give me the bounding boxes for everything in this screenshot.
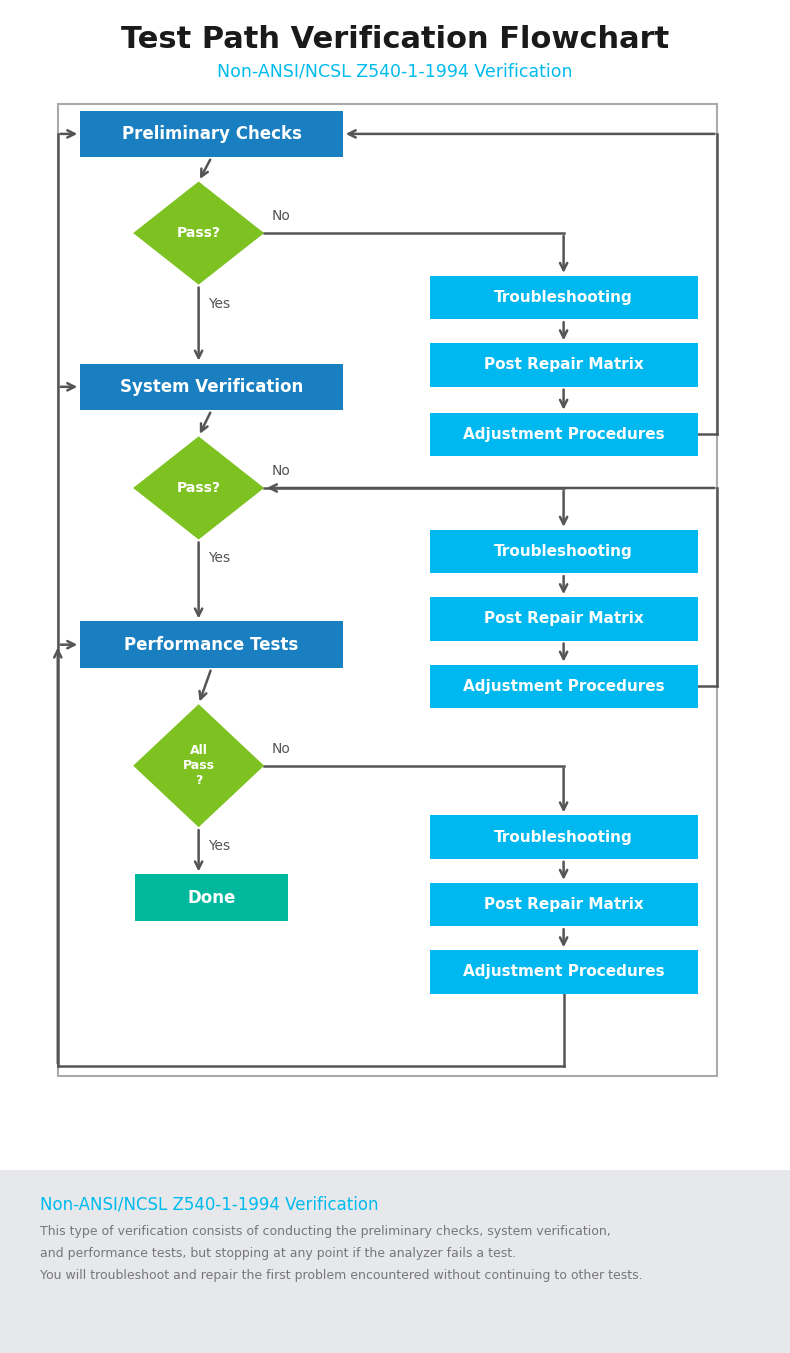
Text: Adjustment Procedures: Adjustment Procedures bbox=[463, 428, 664, 442]
Text: Yes: Yes bbox=[209, 839, 231, 854]
FancyBboxPatch shape bbox=[80, 621, 343, 668]
Text: Pass?: Pass? bbox=[177, 226, 220, 239]
Text: Performance Tests: Performance Tests bbox=[124, 636, 299, 653]
Polygon shape bbox=[134, 437, 264, 540]
Text: You will troubleshoot and repair the first problem encountered without continuin: You will troubleshoot and repair the fir… bbox=[40, 1269, 642, 1283]
Text: Yes: Yes bbox=[209, 296, 231, 311]
Text: and performance tests, but stopping at any point if the analyzer fails a test.: and performance tests, but stopping at a… bbox=[40, 1247, 516, 1260]
FancyBboxPatch shape bbox=[430, 413, 698, 456]
Text: Post Repair Matrix: Post Repair Matrix bbox=[483, 357, 644, 372]
Text: Non-ANSI/NCSL Z540-1-1994 Verification: Non-ANSI/NCSL Z540-1-1994 Verification bbox=[40, 1195, 378, 1214]
FancyBboxPatch shape bbox=[430, 950, 698, 994]
Text: This type of verification consists of conducting the preliminary checks, system : This type of verification consists of co… bbox=[40, 1226, 611, 1238]
FancyBboxPatch shape bbox=[80, 364, 343, 410]
Text: Non-ANSI/NCSL Z540-1-1994 Verification: Non-ANSI/NCSL Z540-1-1994 Verification bbox=[217, 62, 573, 80]
Text: Adjustment Procedures: Adjustment Procedures bbox=[463, 679, 664, 694]
FancyBboxPatch shape bbox=[430, 597, 698, 641]
Text: Post Repair Matrix: Post Repair Matrix bbox=[483, 612, 644, 626]
Polygon shape bbox=[134, 704, 264, 827]
Text: Troubleshooting: Troubleshooting bbox=[495, 829, 633, 844]
FancyBboxPatch shape bbox=[430, 529, 698, 574]
Text: Test Path Verification Flowchart: Test Path Verification Flowchart bbox=[121, 26, 669, 54]
Text: Post Repair Matrix: Post Repair Matrix bbox=[483, 897, 644, 912]
Text: No: No bbox=[272, 741, 291, 756]
Text: Troubleshooting: Troubleshooting bbox=[495, 290, 633, 304]
Text: Done: Done bbox=[187, 889, 235, 907]
FancyBboxPatch shape bbox=[430, 344, 698, 387]
FancyBboxPatch shape bbox=[430, 882, 698, 927]
Text: Adjustment Procedures: Adjustment Procedures bbox=[463, 965, 664, 980]
FancyBboxPatch shape bbox=[430, 664, 698, 708]
Text: Pass?: Pass? bbox=[177, 480, 220, 495]
Text: Yes: Yes bbox=[209, 552, 231, 566]
Text: No: No bbox=[272, 464, 291, 478]
Text: Preliminary Checks: Preliminary Checks bbox=[122, 124, 302, 143]
FancyBboxPatch shape bbox=[430, 276, 698, 319]
FancyBboxPatch shape bbox=[134, 874, 288, 921]
Text: No: No bbox=[272, 210, 291, 223]
FancyBboxPatch shape bbox=[430, 816, 698, 859]
Polygon shape bbox=[134, 181, 264, 284]
FancyBboxPatch shape bbox=[80, 111, 343, 157]
Text: All
Pass
?: All Pass ? bbox=[182, 744, 215, 787]
Text: System Verification: System Verification bbox=[120, 377, 303, 396]
Text: Troubleshooting: Troubleshooting bbox=[495, 544, 633, 559]
